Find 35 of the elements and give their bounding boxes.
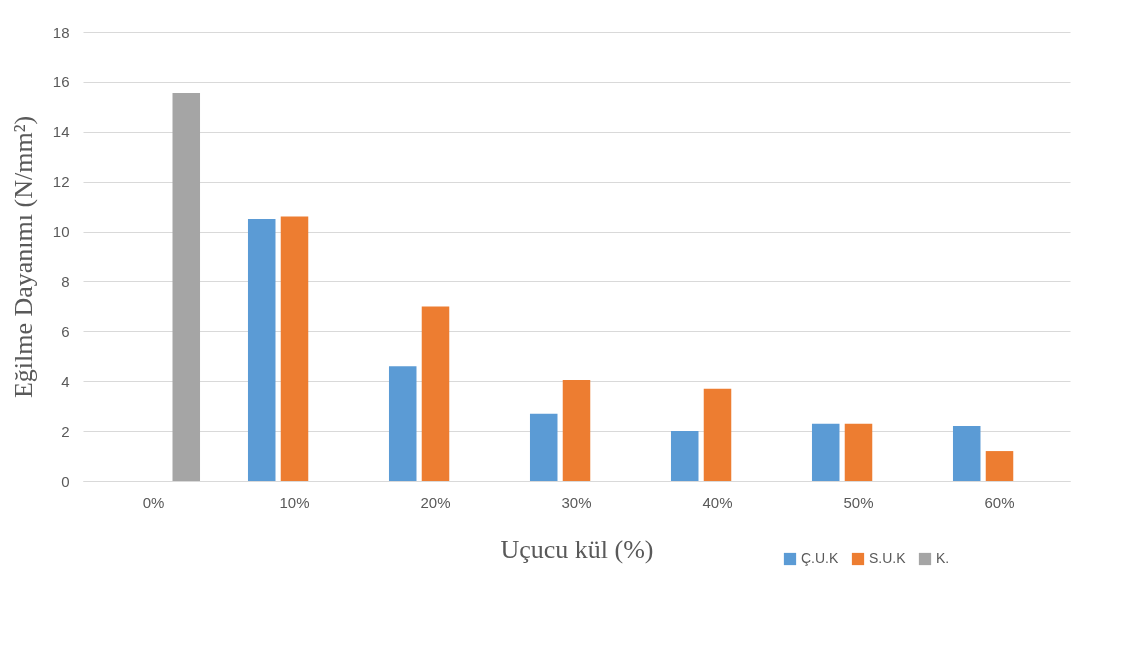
y-tick-label: 8 — [61, 272, 70, 290]
y-tick-label: 18 — [52, 23, 70, 41]
x-tick-label: 40% — [702, 493, 733, 511]
x-tick-label: 50% — [843, 493, 874, 511]
y-tick-label: 10 — [52, 223, 70, 241]
bar — [172, 93, 201, 481]
x-tick-label: 10% — [279, 493, 310, 511]
y-tick-label: 12 — [52, 173, 70, 191]
legend-label: K. — [936, 550, 950, 566]
bar — [388, 366, 417, 481]
bar — [670, 431, 699, 481]
x-tick-label: 0% — [142, 493, 165, 511]
bar — [985, 451, 1014, 481]
bar — [562, 379, 591, 481]
legend-label: S.U.K — [869, 550, 907, 566]
bar — [529, 413, 558, 481]
bar — [844, 423, 873, 481]
bar — [952, 426, 981, 481]
bar — [703, 388, 732, 481]
y-tick-label: 6 — [61, 322, 70, 340]
y-axis-title: Eğilme Dayanımı (N/mm²) — [8, 115, 38, 399]
bar — [247, 219, 276, 481]
y-tick-label: 2 — [61, 422, 70, 440]
x-tick-label: 30% — [561, 493, 592, 511]
bar — [811, 423, 840, 481]
x-tick-label: 20% — [420, 493, 451, 511]
y-tick-label: 4 — [61, 372, 70, 390]
y-tick-label: 16 — [52, 73, 70, 91]
legend-label: Ç.U.K — [801, 550, 839, 566]
y-tick-label: 14 — [52, 123, 70, 141]
bar — [421, 306, 450, 481]
x-axis-title: Uçucu kül (%) — [500, 534, 654, 564]
y-tick-label: 0 — [61, 472, 70, 490]
bar — [280, 216, 309, 481]
x-tick-label: 60% — [984, 493, 1015, 511]
